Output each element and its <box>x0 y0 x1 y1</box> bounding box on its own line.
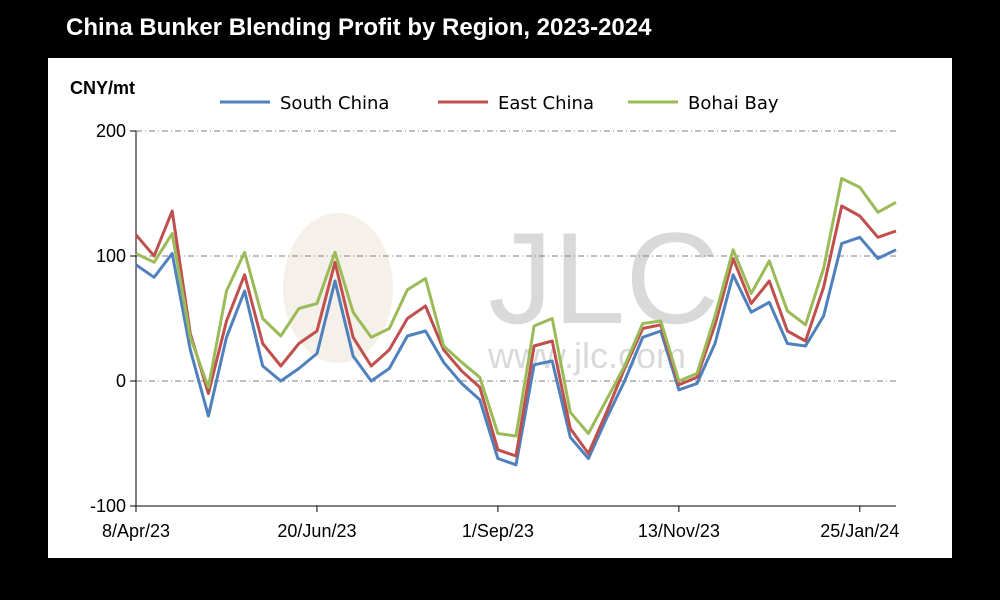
watermark-logo: JLC <box>488 205 719 351</box>
x-tick-label: 25/Jan/24 <box>820 521 899 541</box>
watermark-url: www.jlc.com <box>487 335 686 376</box>
legend-label: South China <box>280 93 389 114</box>
x-tick-label: 20/Jun/23 <box>277 521 356 541</box>
legend-label: East China <box>498 93 594 114</box>
y-tick-label: 100 <box>96 246 126 266</box>
series-line-east-china <box>134 204 897 458</box>
watermark: JLC www.jlc.com <box>283 205 719 376</box>
series-layer <box>134 177 897 467</box>
x-tick-label: 1/Sep/23 <box>462 521 534 541</box>
series-line-bohai-bay <box>135 177 897 438</box>
grid-lines <box>136 130 896 382</box>
x-tick-label: 13/Nov/23 <box>638 521 720 541</box>
line-chart: JLC www.jlc.com -100 0 100 200 8/Apr/23 20/Ju… <box>70 78 899 541</box>
chart-panel: JLC www.jlc.com -100 0 100 200 8/Apr/23 20/Ju… <box>48 58 952 558</box>
y-tick-label: -100 <box>90 496 126 516</box>
x-tick-label: 8/Apr/23 <box>102 521 170 541</box>
legend-label: Bohai Bay <box>688 93 779 114</box>
chart-title: China Bunker Blending Profit by Region, … <box>66 14 652 41</box>
y-tick-label: 0 <box>116 371 126 391</box>
y-tick-label: 200 <box>96 121 126 141</box>
axes: -100 0 100 200 8/Apr/23 20/Jun/23 1/Sep/23 13/N… <box>90 121 899 541</box>
y-axis-unit-label: CNY/mt <box>70 78 135 98</box>
legend: South China East China Bohai Bay <box>220 93 779 114</box>
series-line-south-china <box>135 235 897 467</box>
